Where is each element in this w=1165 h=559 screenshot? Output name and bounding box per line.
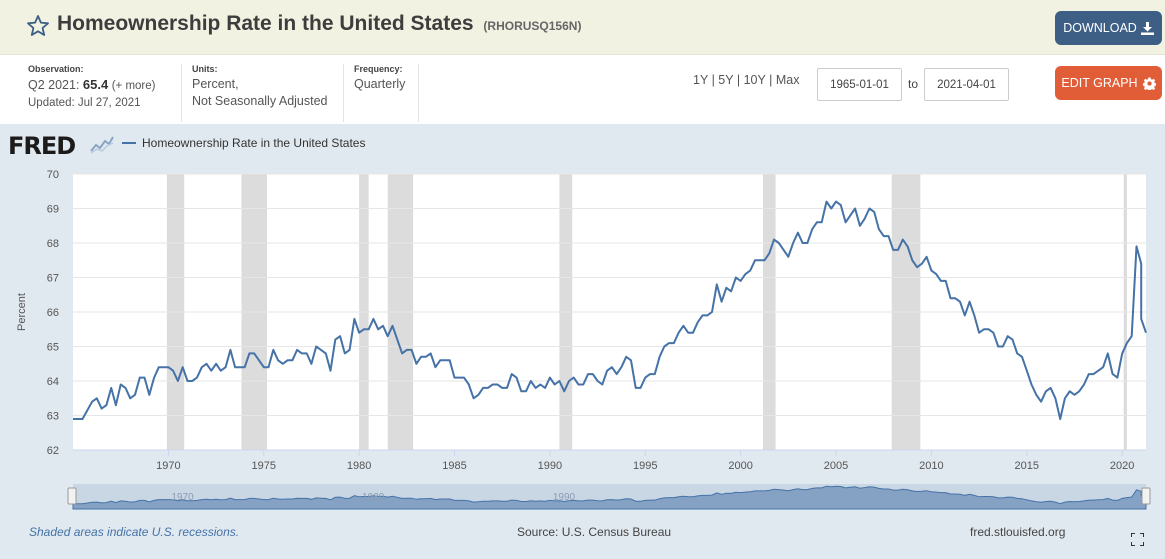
observation-more-link[interactable]: (+ more) (111, 80, 156, 92)
legend-label: Homeownership Rate in the United States (142, 136, 366, 150)
range-1y-link[interactable]: 1Y (693, 73, 709, 87)
range-separator: | (769, 73, 773, 87)
y-tick-label: 65 (47, 342, 59, 354)
navigator-tick-label: 1970 (171, 492, 194, 503)
meta-bar: Observation: Q2 2021: 65.4 (+ more) Upda… (0, 56, 1165, 124)
x-tick-label: 1970 (156, 460, 180, 472)
y-tick-label: 66 (47, 307, 59, 319)
x-tick-label: 1990 (538, 460, 562, 472)
units-label: Units: (192, 64, 218, 74)
x-tick-label: 2005 (824, 460, 848, 472)
edit-graph-label: EDIT GRAPH (1061, 76, 1138, 90)
chart-panel: 62 63 64 65 66 67 68 69 70 1970 1975 1980 1985 1990 19… (0, 124, 1165, 559)
frequency-block: Frequency: Quarterly (354, 64, 405, 93)
download-icon (1140, 21, 1154, 35)
y-tick-label: 68 (47, 238, 59, 250)
navigator-right-handle[interactable] (1141, 487, 1151, 505)
page-title-text: Homeownership Rate in the United States (57, 12, 474, 35)
y-tick-label: 63 (47, 411, 59, 423)
star-icon[interactable] (26, 14, 50, 38)
x-tick-label: 1985 (442, 460, 466, 472)
frequency-label: Frequency: (354, 64, 403, 74)
x-tick-label: 2015 (1015, 460, 1039, 472)
observation-value: 65.4 (82, 77, 109, 92)
page-title: Homeownership Rate in the United States … (57, 12, 581, 36)
fred-logo[interactable]: FRED (8, 132, 76, 160)
y-tick-label: 69 (47, 204, 59, 216)
source-text: Source: U.S. Census Bureau (517, 525, 672, 539)
range-links: 1Y | 5Y | 10Y | Max (693, 73, 799, 87)
x-tick-label: 2000 (728, 460, 752, 472)
y-axis-title: Percent (16, 293, 28, 331)
meta-divider (181, 64, 182, 122)
fullscreen-icon[interactable] (1131, 533, 1144, 546)
gear-icon (1142, 77, 1156, 90)
series-id: (RHORUSQ156N) (483, 19, 582, 33)
units-line1: Percent, (192, 77, 239, 91)
navigator-series (72, 485, 1147, 510)
x-tick-label: 2010 (919, 460, 943, 472)
fred-url-link[interactable]: fred.stlouisfed.org (970, 525, 1066, 539)
y-tick-label: 64 (47, 376, 59, 388)
x-tick-label: 1975 (252, 460, 276, 472)
title-bar: Homeownership Rate in the United States … (0, 0, 1165, 55)
updated-date: Updated: Jul 27, 2021 (28, 97, 141, 109)
navigator-tick-label: 1980 (362, 492, 385, 503)
y-tick-label: 67 (47, 273, 59, 285)
range-10y-link[interactable]: 10Y (743, 73, 766, 87)
line-chart: 62 63 64 65 66 67 68 69 70 1970 1975 1980 1985 1990 19… (16, 169, 1151, 510)
range-max-link[interactable]: Max (775, 73, 800, 87)
range-separator: | (736, 73, 741, 87)
chart-legend: Homeownership Rate in the United States (122, 136, 365, 150)
y-tick-label: 70 (47, 169, 59, 181)
frequency-value: Quarterly (354, 77, 406, 91)
observation-label: Observation: (28, 64, 84, 74)
fred-logo-graph-icon (90, 134, 114, 154)
meta-divider (418, 64, 419, 122)
x-tick-label: 2020 (1110, 460, 1134, 472)
meta-divider (343, 64, 344, 122)
observation-line: Q2 2021: 65.4 (+ more) (28, 76, 156, 95)
navigator-left-handle[interactable] (67, 487, 77, 505)
recession-note: Shaded areas indicate U.S. recessions. (29, 525, 240, 539)
download-label: DOWNLOAD (1063, 21, 1137, 35)
to-label: to (908, 77, 919, 91)
observation-period: Q2 2021: (28, 78, 80, 92)
range-separator: | (711, 73, 715, 87)
end-date-input[interactable]: 2021-04-01 (924, 68, 1009, 101)
download-button[interactable]: DOWNLOAD (1055, 11, 1162, 45)
legend-swatch (122, 142, 136, 144)
edit-graph-button[interactable]: EDIT GRAPH (1055, 66, 1162, 100)
units-block: Units: Percent, Not Seasonally Adjusted (192, 64, 328, 110)
x-tick-label: 1995 (633, 460, 657, 472)
observation-block: Observation: Q2 2021: 65.4 (+ more) Upda… (28, 64, 156, 112)
units-line2: Not Seasonally Adjusted (192, 94, 328, 108)
x-tick-label: 1980 (347, 460, 371, 472)
range-5y-link[interactable]: 5Y (718, 73, 734, 87)
navigator-tick-label: 1990 (553, 492, 576, 503)
start-date-input[interactable]: 1965-01-01 (817, 68, 902, 101)
y-tick-label: 62 (47, 445, 59, 457)
